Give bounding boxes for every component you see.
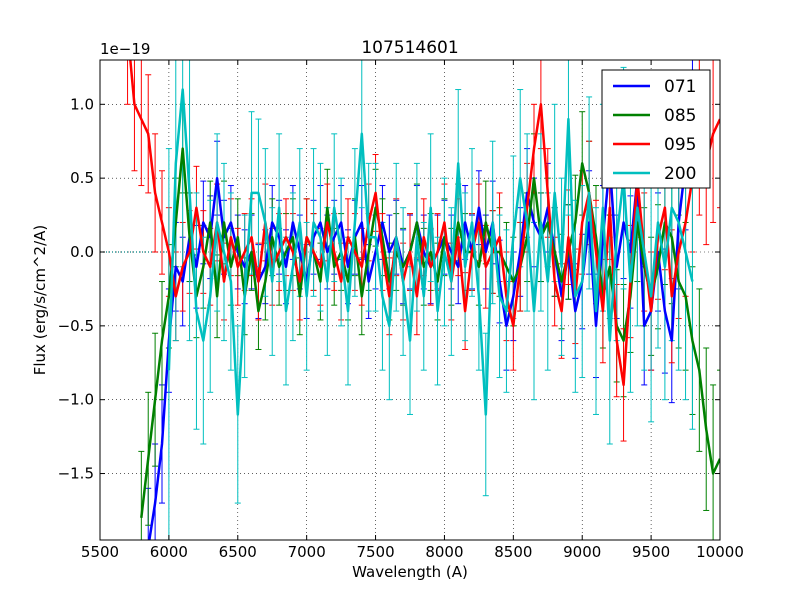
x-tick-label: 6500 bbox=[219, 543, 257, 561]
x-tick-label: 10000 bbox=[696, 543, 744, 561]
y-tick-label: −1.0 bbox=[58, 391, 94, 409]
y-tick-label: 1.0 bbox=[70, 95, 94, 113]
x-tick-label: 5500 bbox=[81, 543, 119, 561]
y-tick-label: −1.5 bbox=[58, 465, 94, 483]
legend-box bbox=[601, 69, 711, 189]
x-tick-label: 8000 bbox=[425, 543, 463, 561]
x-tick-label: 7000 bbox=[288, 543, 326, 561]
plot-frame bbox=[99, 59, 721, 541]
legend-label-200: 200 bbox=[664, 164, 696, 184]
x-tick-label: 8500 bbox=[494, 543, 532, 561]
y-axis-label: Flux (erg/s/cm^2/A) bbox=[31, 225, 49, 376]
legend-label-085: 085 bbox=[664, 106, 696, 126]
x-tick-label: 9000 bbox=[563, 543, 601, 561]
chart-title: 107514601 bbox=[361, 38, 458, 58]
y-offset-label: 1e−19 bbox=[100, 40, 150, 58]
x-tick-label: 9500 bbox=[632, 543, 670, 561]
legend-label-071: 071 bbox=[664, 77, 696, 97]
series-lines bbox=[129, 60, 720, 540]
series-line-200 bbox=[167, 88, 694, 416]
legend-label-095: 095 bbox=[664, 135, 696, 155]
axis-ticks: 5500 6000 6500 7000 7500 8000 8500 9000 9500 1000… bbox=[58, 60, 744, 561]
x-tick-label: 6000 bbox=[150, 543, 188, 561]
x-axis-label: Wavelength (A) bbox=[352, 563, 468, 581]
legend: 071 085 095 200 bbox=[601, 69, 711, 189]
series-line-085 bbox=[140, 147, 720, 518]
y-tick-label: 0.5 bbox=[70, 169, 94, 187]
y-tick-label: 0.0 bbox=[70, 243, 94, 261]
x-tick-label: 7500 bbox=[356, 543, 394, 561]
y-tick-label: −0.5 bbox=[58, 317, 94, 335]
